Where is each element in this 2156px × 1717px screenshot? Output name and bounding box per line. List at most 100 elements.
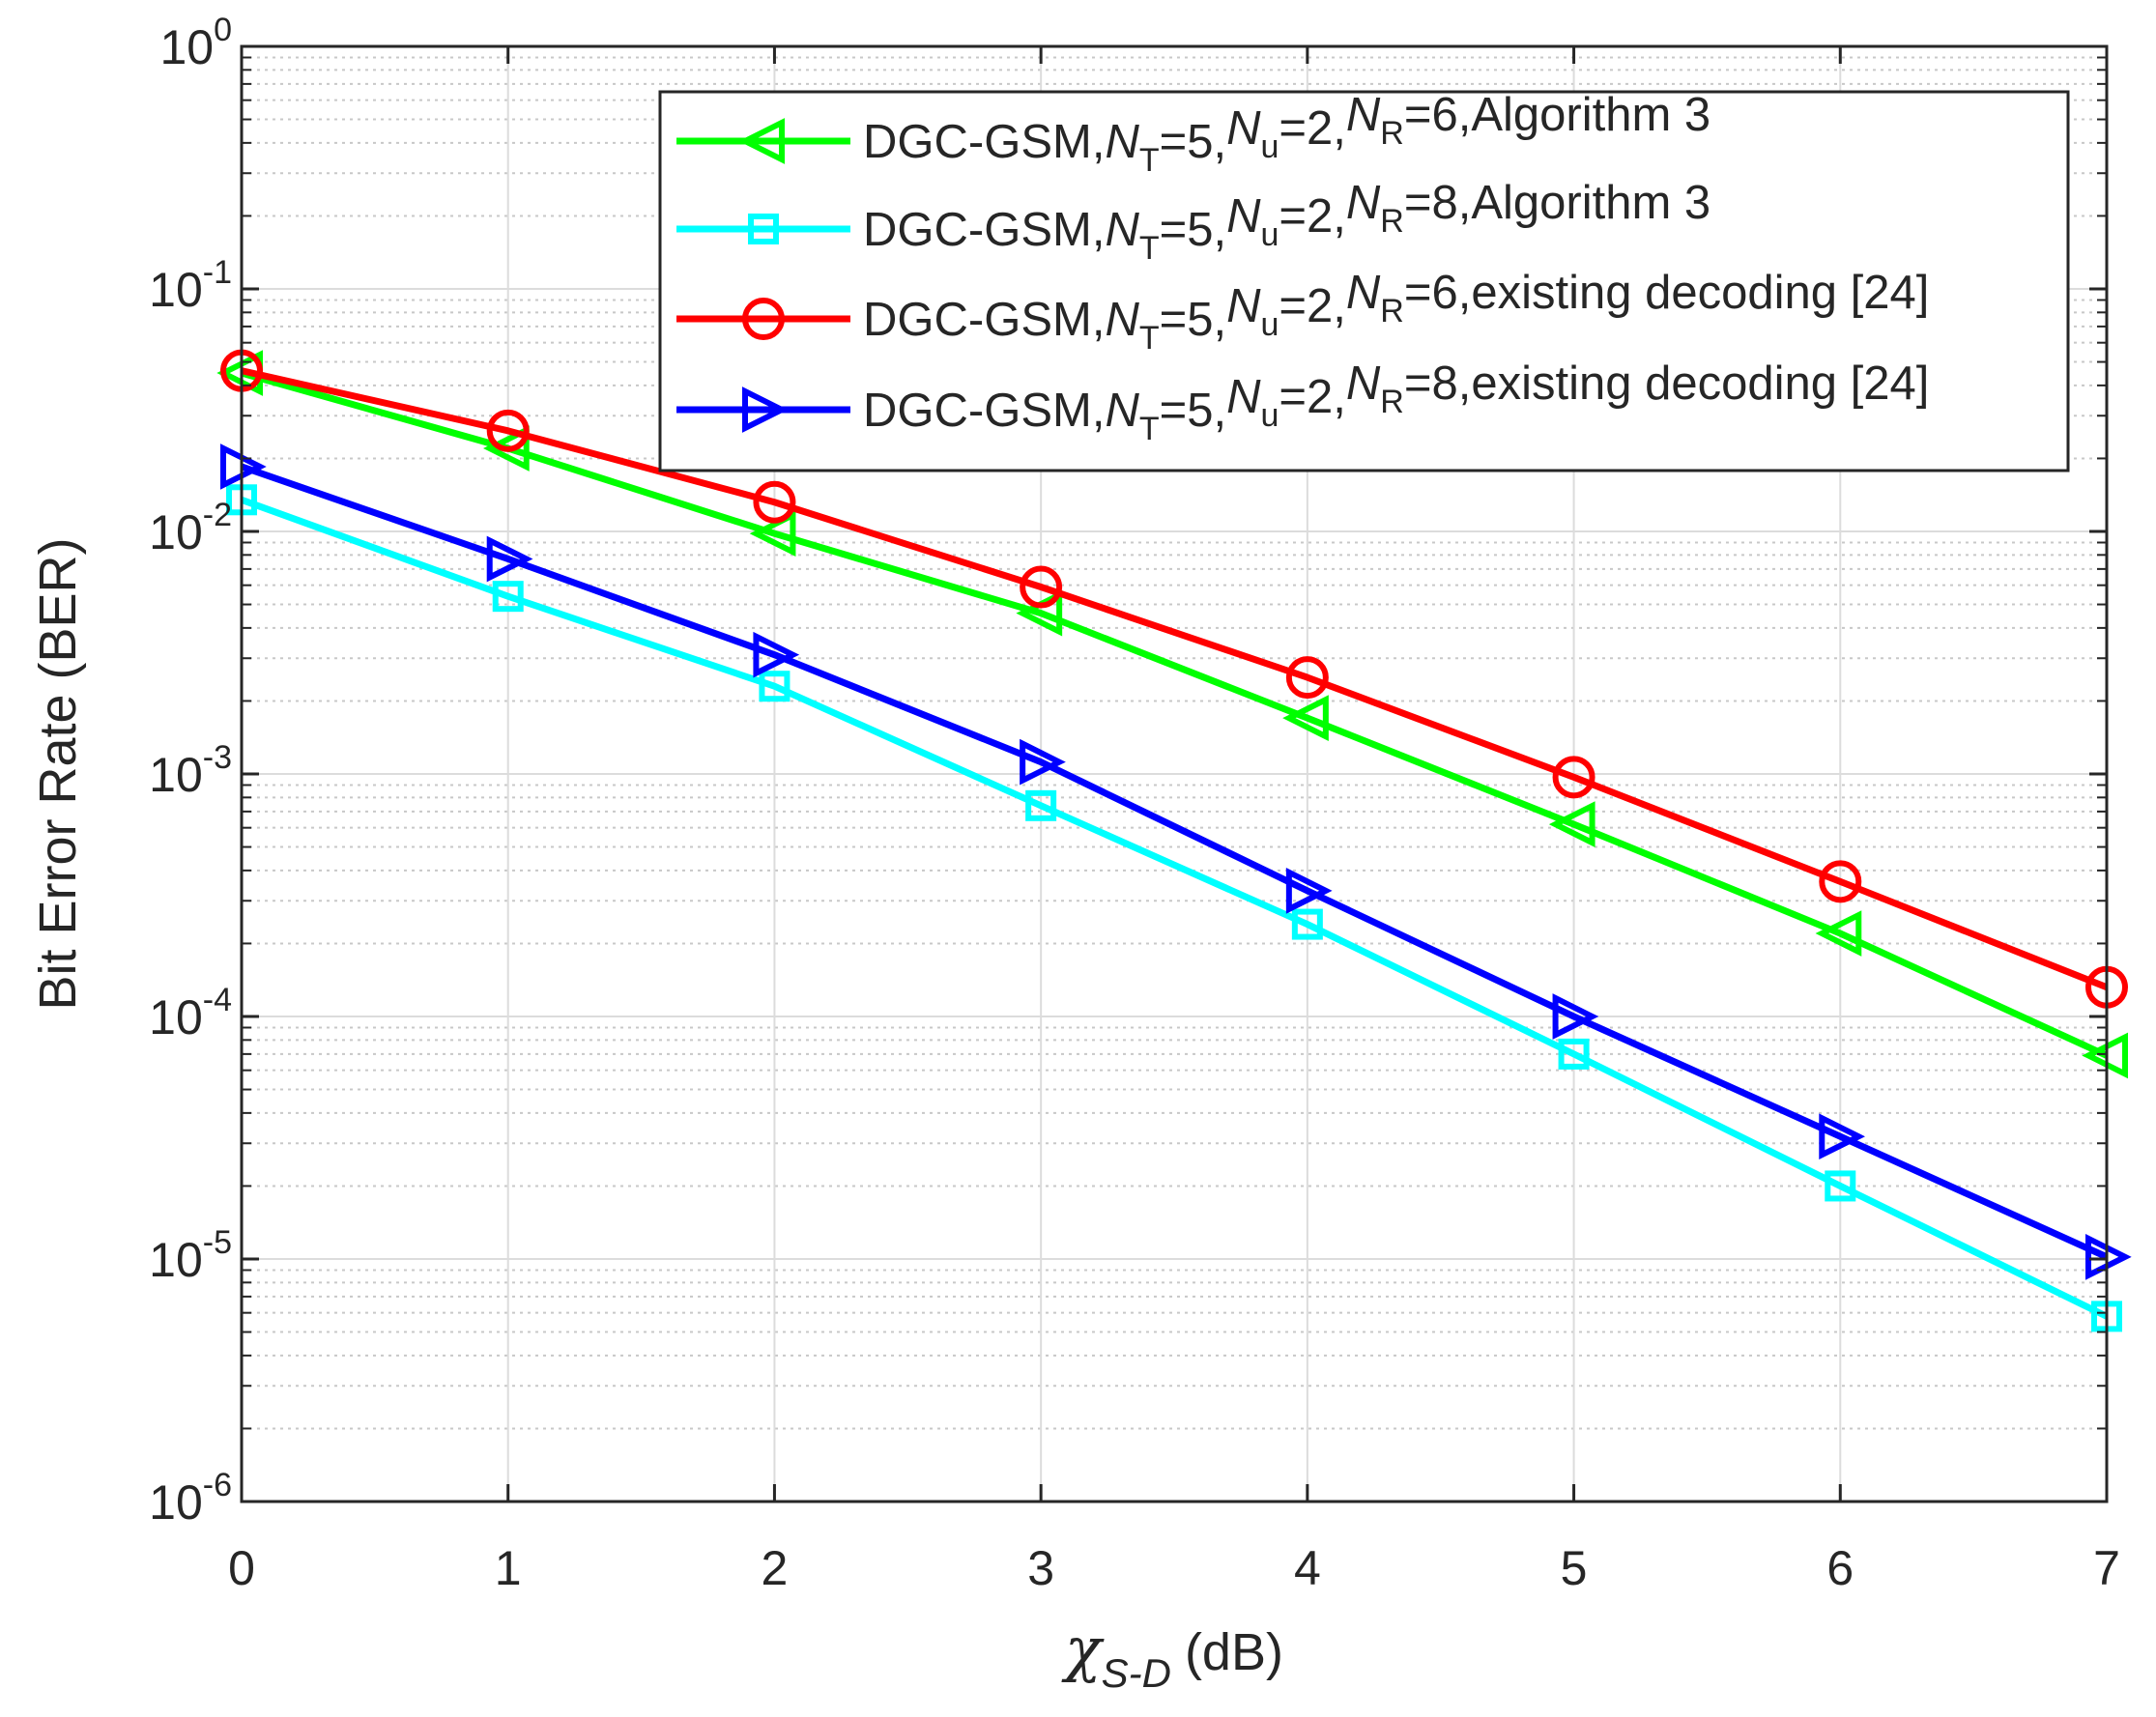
data-point (1285, 656, 1329, 700)
legend-subscript: T (1139, 142, 1160, 179)
data-point (1282, 695, 1329, 742)
legend-marker (742, 298, 785, 340)
data-point (486, 535, 533, 583)
legend-marker (742, 386, 789, 433)
y-tick-label: 10-6 (149, 1467, 232, 1530)
y-tick-base: 10 (149, 1233, 203, 1287)
y-tick-label: 100 (159, 12, 232, 74)
legend-entry: DGC-GSM,NT=5,Nu=2,NR=6,Algorithm 3 (676, 89, 1710, 179)
data-point (483, 425, 530, 472)
legend-symbol: N (1226, 280, 1261, 332)
data-point (1285, 867, 1333, 914)
legend-subscript: R (1380, 293, 1404, 329)
x-tick-label: 4 (1294, 1541, 1321, 1595)
series-line (241, 369, 2109, 1059)
x-axis-subscript: S-D (1102, 1650, 1171, 1696)
legend-subscript: R (1380, 203, 1404, 240)
legend-symbol: N (1226, 371, 1261, 423)
data-point (1815, 910, 1862, 957)
legend-text-part: =5, (1160, 294, 1226, 346)
legend-text-part: =6,Algorithm 3 (1404, 89, 1710, 141)
x-tick-label: 6 (1826, 1541, 1854, 1595)
legend-text-part: =5, (1160, 204, 1226, 256)
x-tick-label: 1 (495, 1541, 522, 1595)
legend-text-part: =2, (1279, 280, 1345, 332)
data-point (1020, 565, 1063, 609)
x-tick-label: 3 (1027, 1541, 1054, 1595)
series-layer (216, 349, 2132, 1332)
y-tick-exponent: -2 (203, 497, 232, 533)
legend-symbol: N (1346, 358, 1381, 410)
y-tick-base: 10 (149, 1475, 203, 1530)
x-axis-unit: (dB) (1185, 1623, 1283, 1681)
y-tick-label: 10-5 (149, 1224, 232, 1287)
y-tick-exponent: -6 (203, 1467, 232, 1503)
legend-text-part: DGC-GSM, (863, 385, 1105, 437)
legend-subscript: u (1260, 306, 1279, 343)
data-point (1552, 993, 1599, 1040)
data-point (1819, 860, 1862, 903)
legend-entry: DGC-GSM,NT=5,Nu=2,NR=8,Algorithm 3 (676, 177, 1710, 267)
legend-symbol: N (1105, 116, 1139, 168)
legend: DGC-GSM,NT=5,Nu=2,NR=6,Algorithm 3DGC-GS… (658, 89, 2070, 472)
data-point (486, 409, 530, 452)
legend-entries: DGC-GSM,NT=5,Nu=2,NR=6,Algorithm 3DGC-GS… (676, 89, 1929, 447)
legend-label: DGC-GSM,NT=5,Nu=2,NR=8,existing decoding… (863, 358, 1929, 447)
y-tick-exponent: 0 (214, 12, 232, 48)
y-tick-base: 10 (149, 748, 203, 802)
legend-text-part: =6,existing decoding [24] (1404, 267, 1929, 319)
legend-entry: DGC-GSM,NT=5,Nu=2,NR=8,existing decoding… (676, 358, 1929, 447)
series-line (240, 496, 2109, 1320)
legend-text-part: DGC-GSM, (863, 204, 1105, 256)
data-point (1819, 1113, 1865, 1160)
legend-symbol: N (1105, 385, 1139, 437)
data-point (1025, 789, 1057, 821)
legend-text-part: DGC-GSM, (863, 294, 1105, 346)
legend-text-part: =8,existing decoding [24] (1404, 358, 1929, 410)
x-tick-label: 5 (1561, 1541, 1588, 1595)
legend-text-part: =2, (1279, 190, 1345, 243)
legend-text-part: =2, (1279, 371, 1345, 423)
legend-subscript: T (1139, 230, 1160, 267)
y-tick-base: 10 (149, 505, 203, 559)
y-tick-label: 10-4 (149, 982, 232, 1045)
legend-text-part: =5, (1160, 385, 1226, 437)
legend-subscript: T (1139, 411, 1160, 447)
y-tick-base: 10 (159, 20, 214, 74)
legend-symbol: N (1105, 204, 1139, 256)
data-point (753, 631, 800, 678)
data-point (1552, 756, 1595, 799)
y-tick-base: 10 (149, 990, 203, 1045)
data-point (1291, 908, 1323, 940)
x-tick-label: 0 (228, 1541, 255, 1595)
x-axis-label: χS-D (dB) (1061, 1614, 1283, 1696)
legend-text-part: =2, (1279, 102, 1345, 155)
legend-marker (748, 214, 779, 244)
legend-entry: DGC-GSM,NT=5,Nu=2,NR=6,existing decoding… (676, 267, 1929, 357)
y-tick-label: 10-2 (149, 497, 232, 559)
series-line (240, 463, 2109, 1261)
legend-symbol: N (1346, 177, 1381, 229)
data-point (759, 671, 791, 702)
legend-marker (738, 118, 785, 164)
data-point (1020, 738, 1066, 786)
y-tick-exponent: -1 (203, 254, 232, 291)
legend-symbol: N (1346, 89, 1381, 141)
legend-subscript: u (1260, 397, 1279, 434)
x-axis-symbol: χ (1061, 1614, 1105, 1684)
x-tick-label: 7 (2093, 1541, 2120, 1595)
x-tick-label: 2 (762, 1541, 789, 1595)
legend-symbol: N (1226, 190, 1261, 243)
legend-box (658, 90, 2070, 472)
legend-text-part: =8,Algorithm 3 (1404, 177, 1710, 229)
legend-subscript: u (1260, 129, 1279, 165)
data-point (753, 480, 796, 524)
data-point (1825, 1170, 1856, 1202)
y-tick-base: 10 (149, 263, 203, 317)
data-point (1558, 1038, 1590, 1070)
series-3 (220, 349, 2128, 1009)
data-point (492, 581, 524, 613)
legend-subscript: T (1139, 320, 1160, 357)
data-point (749, 510, 796, 558)
